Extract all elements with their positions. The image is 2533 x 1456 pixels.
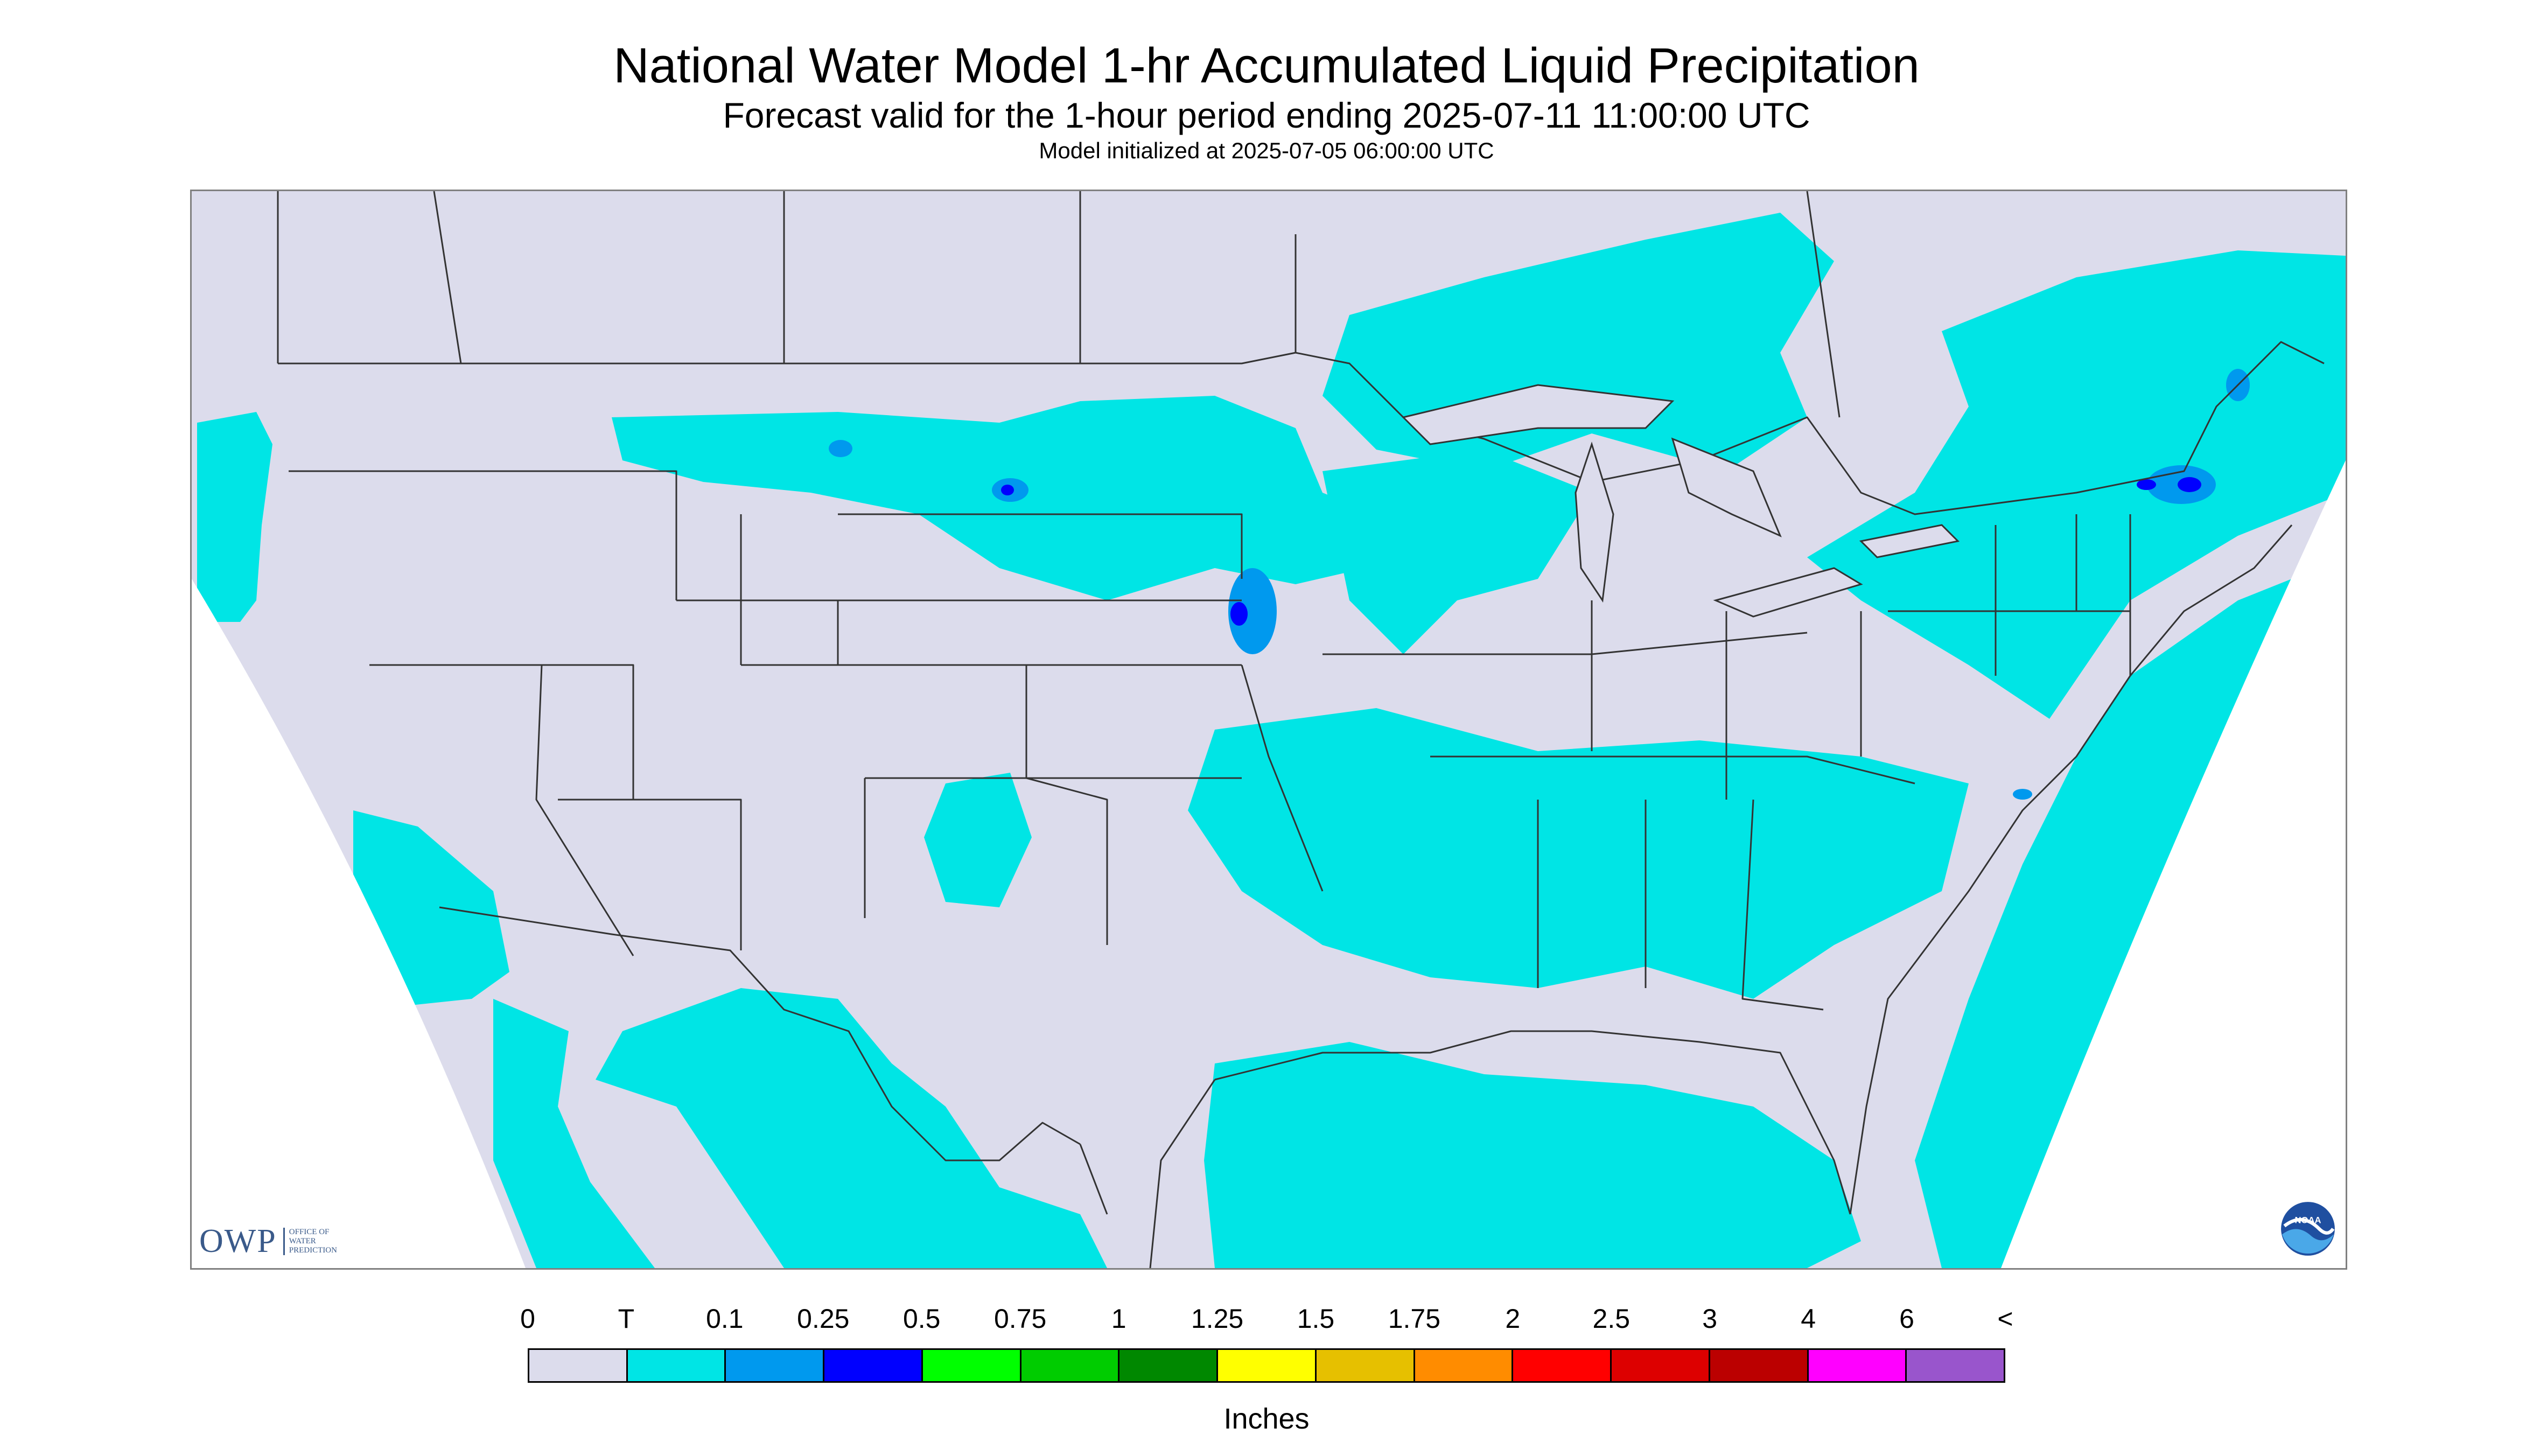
model-init-text: Model initialized at 2025-07-05 06:00:00… [1039, 138, 1494, 163]
legend-label: 0.25 [797, 1304, 850, 1334]
legend-swatch [529, 1350, 628, 1381]
legend-swatch [824, 1350, 923, 1381]
us-mexico-border [439, 906, 1081, 1161]
noaa-logo: NOAA [2281, 1202, 2335, 1256]
state-lines-west [289, 470, 839, 956]
legend-label: 0.1 [706, 1304, 744, 1334]
legend-swatch [1513, 1350, 1612, 1381]
precip-area-canada [1323, 213, 1834, 471]
legend: 0 T 0.1 0.25 0.5 0.75 1 1.25 1.5 1.75 2 2.5 3 4 6 < Inc… [520, 1303, 2013, 1443]
precip-spot-ny-core [2178, 477, 2201, 492]
legend-swatch [1907, 1350, 2004, 1381]
boundary-lines [277, 191, 2325, 1268]
legend-swatch [1218, 1350, 1317, 1381]
legend-label: 6 [1899, 1304, 1914, 1334]
legend-label: 0 [520, 1304, 535, 1334]
legend-label: 0.75 [993, 1304, 1047, 1334]
map-title: National Water Model 1-hr Accumulated Li… [613, 38, 1920, 93]
legend-swatch [1415, 1350, 1514, 1381]
legend-swatch [922, 1350, 1021, 1381]
map-canvas [192, 191, 2346, 1268]
projection-edge-left [192, 579, 526, 1268]
legend-label: 3 [1702, 1304, 1718, 1334]
precip-area-gulf [1204, 1042, 1861, 1268]
legend-swatch [627, 1350, 726, 1381]
precip-spot-ny-west [2137, 479, 2156, 490]
legend-colorbar [528, 1348, 2005, 1383]
legend-swatch [726, 1350, 825, 1381]
legend-label: < [1997, 1304, 2013, 1334]
legend-label: 1 [1111, 1304, 1126, 1334]
owp-logo-subtext: OFFICE OF WATER PREDICTION [283, 1227, 337, 1255]
legend-swatch [1612, 1350, 1710, 1381]
legend-label: 4 [1801, 1304, 1816, 1334]
legend-label: 2 [1505, 1304, 1521, 1334]
map-subtitle: Forecast valid for the 1-hour period end… [723, 95, 1810, 135]
precip-spot-mt-core [1001, 485, 1014, 495]
state-lines-central [838, 513, 1324, 945]
coastline-gulf [1214, 1030, 1851, 1215]
precip-area-northern-plains [612, 396, 1376, 600]
owp-logo-letters: OWP [199, 1222, 277, 1259]
legend-swatch [1710, 1350, 1809, 1381]
legend-label: 1.5 [1297, 1304, 1335, 1334]
lake-superior [1402, 384, 1675, 445]
legend-swatch [1021, 1350, 1120, 1381]
lake-michigan [1575, 442, 1614, 603]
coastline-atlantic [1849, 524, 2293, 1215]
legend-label: 1.25 [1191, 1304, 1244, 1334]
precip-spot-wy [829, 440, 852, 457]
lake-ontario [1859, 524, 1960, 558]
great-lakes [1402, 384, 1960, 618]
canada-province-lines [277, 191, 1841, 418]
precip-area-northeast [1807, 250, 2346, 719]
legend-swatch [1119, 1350, 1219, 1381]
precip-area-southern-rockies [924, 773, 1032, 907]
projection-edges [192, 460, 2346, 1268]
legend-label: 1.75 [1388, 1304, 1441, 1334]
coastline-mexico [1079, 1079, 1216, 1268]
legend-label: T [618, 1304, 635, 1334]
precip-area-pacific-far-sw [493, 999, 655, 1268]
legend-label: 2.5 [1592, 1304, 1631, 1334]
precip-area-mexico [596, 988, 1107, 1268]
precip-area-great-lakes [1323, 450, 1592, 654]
projection-edge-right [2001, 460, 2346, 1268]
legend-swatch [1808, 1350, 1907, 1381]
lake-huron [1671, 437, 1782, 537]
precipitation-map [190, 190, 2347, 1270]
precip-spot-atlantic [2013, 789, 2032, 800]
precip-spot-sd [1228, 568, 1277, 654]
legend-label: 0.5 [902, 1304, 941, 1334]
precip-area-pacific-nw [197, 412, 272, 622]
owp-logo: OWP OFFICE OF WATER PREDICTION [199, 1222, 337, 1260]
legend-labels: 0 T 0.1 0.25 0.5 0.75 1 1.25 1.5 1.75 2 2.5 3 4 6 < [520, 1303, 2013, 1341]
legend-units: Inches [1223, 1403, 1310, 1435]
precip-area-midsouth [1188, 708, 1969, 999]
svg-text:NOAA: NOAA [2295, 1215, 2321, 1226]
precip-spot-sd-core [1230, 602, 1248, 626]
lake-erie [1713, 567, 1863, 618]
state-lines-east [1323, 600, 1915, 1011]
state-lines-northeast [1888, 514, 2131, 676]
legend-swatch [1316, 1350, 1415, 1381]
precip-layer [197, 213, 2346, 1268]
